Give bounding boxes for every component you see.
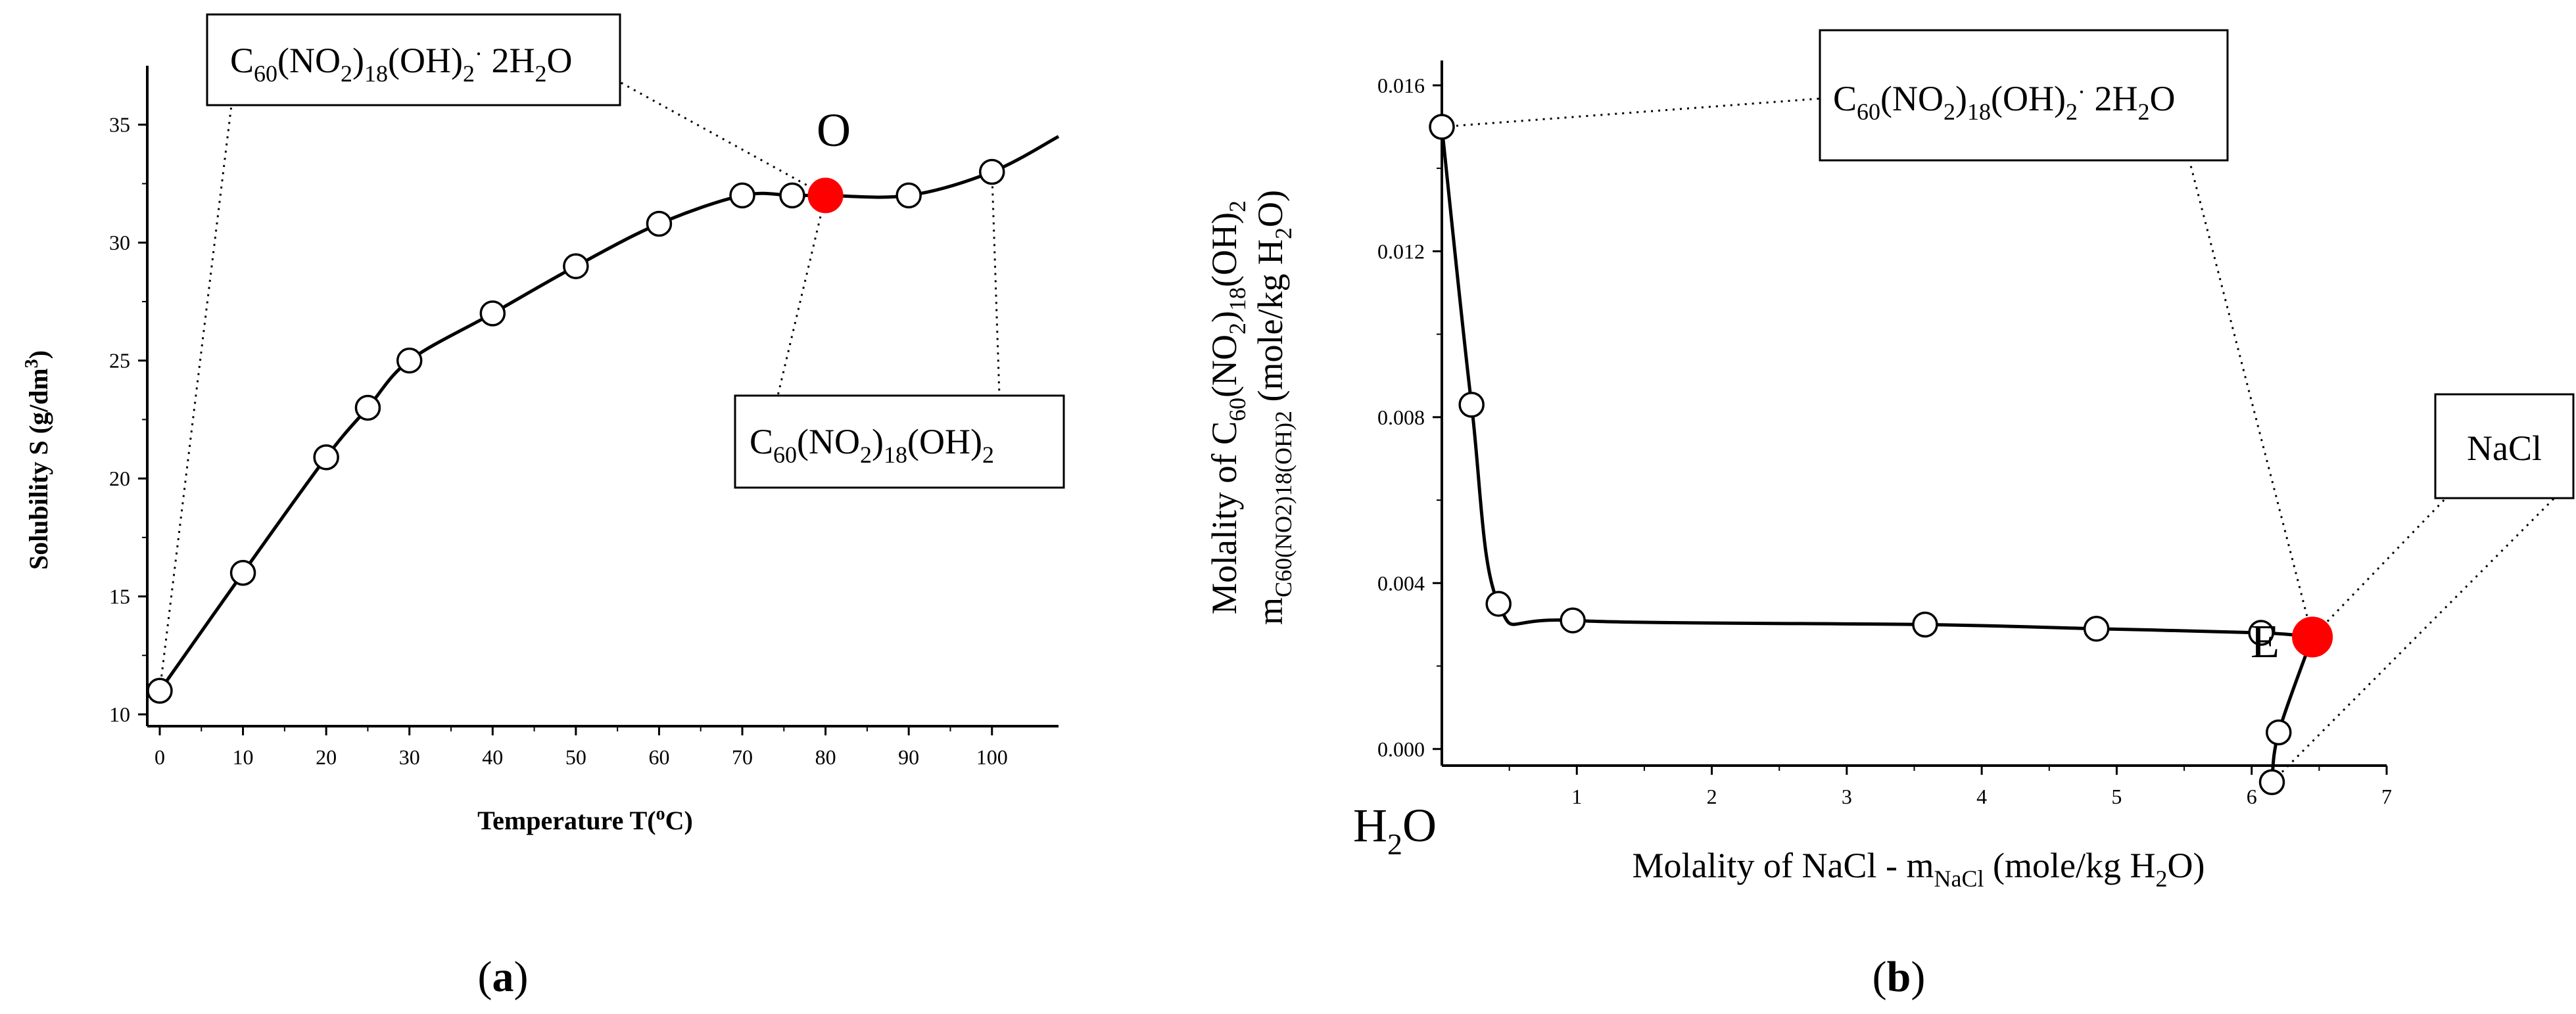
chart-b-ytick-label: 0.016 <box>1377 74 1425 97</box>
chart-a-point <box>729 182 755 209</box>
chart-a-point <box>147 678 173 704</box>
chart-a-annotation-hydrate: C60(NO2)18(OH)2· 2H2O <box>230 41 572 87</box>
panel-label-b: (b) <box>1872 953 1926 1001</box>
chart-a-highlight-label: O <box>817 104 851 156</box>
chart-b-xtick-label: 4 <box>1976 785 1987 808</box>
chart-b-leader-nacl <box>2312 497 2447 638</box>
chart-b-annotation-hydrate: C60(NO2)18(OH)2· 2H2O <box>1833 79 2175 125</box>
chart-b-point <box>2248 620 2274 646</box>
chart-b-xtick-label: 6 <box>2247 785 2257 808</box>
chart-a-ylabel: Solubility S (g/dm3) <box>22 350 54 570</box>
chart-a-point <box>779 182 805 209</box>
chart-b-xtick-label: 2 <box>1707 785 1717 808</box>
chart-a-point <box>978 158 1005 185</box>
chart-a-xtick-label: 90 <box>898 745 919 769</box>
chart-a-xtick-label: 40 <box>482 745 503 769</box>
chart-b-annotation-hydrate-box <box>1819 29 2229 162</box>
chart-b-leader-hydrate <box>1441 97 1821 128</box>
chart-a-point <box>479 300 506 327</box>
chart-b-point <box>1429 114 1455 140</box>
chart-b-ytick-label: 0.008 <box>1377 405 1425 429</box>
chart-a-ytick-label: 25 <box>109 349 130 373</box>
chart-b-ytick-label: 0.012 <box>1377 239 1425 263</box>
chart-b-point <box>2083 615 2110 642</box>
chart-a-ytick-label: 10 <box>109 703 130 726</box>
chart-a-point <box>895 182 922 209</box>
chart-a-point <box>354 394 381 421</box>
chart-b-xtick-label: 5 <box>2111 785 2122 808</box>
chart-a-xtick-label: 0 <box>155 745 165 769</box>
chart-a-xtick-label: 50 <box>565 745 586 769</box>
chart-a-leader-hydrate <box>158 104 233 691</box>
chart-a-xtick-label: 30 <box>399 745 420 769</box>
chart-a-point <box>646 210 673 237</box>
chart-b-point <box>1560 607 1586 634</box>
chart-a: 0 10 20 30 40 50 60 70 80 90 100 10 15 20 25 30 35 Solub… <box>22 13 1065 1001</box>
chart-a-point <box>229 559 256 586</box>
chart-a-xtick-label: 60 <box>648 745 669 769</box>
chart-b-ylabel: Molality of C60(NO2)18(OH)2 <box>1205 200 1251 614</box>
chart-b-highlight-label: E <box>2251 615 2279 668</box>
chart-a-xtick-label: 80 <box>815 745 836 769</box>
chart-a-highlight-point <box>807 177 844 214</box>
chart-a-point <box>313 444 339 471</box>
chart-a-xlabel: Temperature T(oC) <box>477 804 693 836</box>
chart-b-annotation-nacl: NaCl <box>2467 428 2542 468</box>
chart-b-annotation-nacl-box <box>2434 393 2575 499</box>
chart-b-point <box>1458 392 1485 418</box>
chart-a-ytick-label: 15 <box>109 585 130 609</box>
chart-a-leader-anhydrous <box>776 195 827 396</box>
chart-b-origin-label: H2O <box>1353 799 1437 861</box>
chart-b-ytick-label: 0.004 <box>1377 571 1425 595</box>
chart-b-ylabel-line2: mC60(NO2)18(OH)2 (mole/kg H2O) <box>1251 190 1297 625</box>
chart-b-xtick-label: 3 <box>1842 785 1852 808</box>
chart-b-point <box>2266 719 2292 746</box>
chart-a-leader-anhydrous <box>991 172 1001 396</box>
chart-b-series-line-hydrate <box>1440 126 2313 639</box>
chart-a-annotation-anhydrous-box <box>734 394 1065 489</box>
chart-a-point <box>396 347 423 374</box>
chart-b-xlabel: Molality of NaCl - mNaCl (mole/kg H2O) <box>1633 846 2205 892</box>
chart-b-point <box>1912 611 1938 638</box>
chart-a-xtick-label: 10 <box>233 745 254 769</box>
chart-b-point <box>2258 769 2285 795</box>
panel-label-a: (a) <box>478 953 529 1001</box>
chart-a-xtick-label: 100 <box>976 745 1008 769</box>
chart-b-xtick-label: 1 <box>1571 785 1582 808</box>
chart-a-ytick-label: 20 <box>109 467 130 490</box>
chart-a-xtick-label: 20 <box>316 745 337 769</box>
chart-a-annotation-hydrate-box <box>206 13 621 106</box>
chart-a-xtick-label: 70 <box>732 745 753 769</box>
chart-b: 1 2 3 4 5 6 7 0.000 0.004 0.008 0.012 0.016 Molalit… <box>1205 29 2575 1001</box>
chart-b-xtick-label: 7 <box>2381 785 2392 808</box>
chart-b-leader-nacl <box>2271 497 2556 783</box>
chart-a-ytick-label: 30 <box>109 231 130 254</box>
chart-b-ytick-label: 0.000 <box>1377 737 1425 761</box>
chart-b-point <box>1485 591 1512 617</box>
chart-a-annotation-anhydrous: C60(NO2)18(OH)2 <box>750 422 994 468</box>
chart-a-point <box>563 253 589 279</box>
chart-a-ytick-label: 35 <box>109 113 130 137</box>
chart-a-leader-hydrate <box>619 81 826 196</box>
chart-b-highlight-point <box>2292 616 2333 658</box>
chart-b-leader-hydrate <box>2188 160 2314 637</box>
